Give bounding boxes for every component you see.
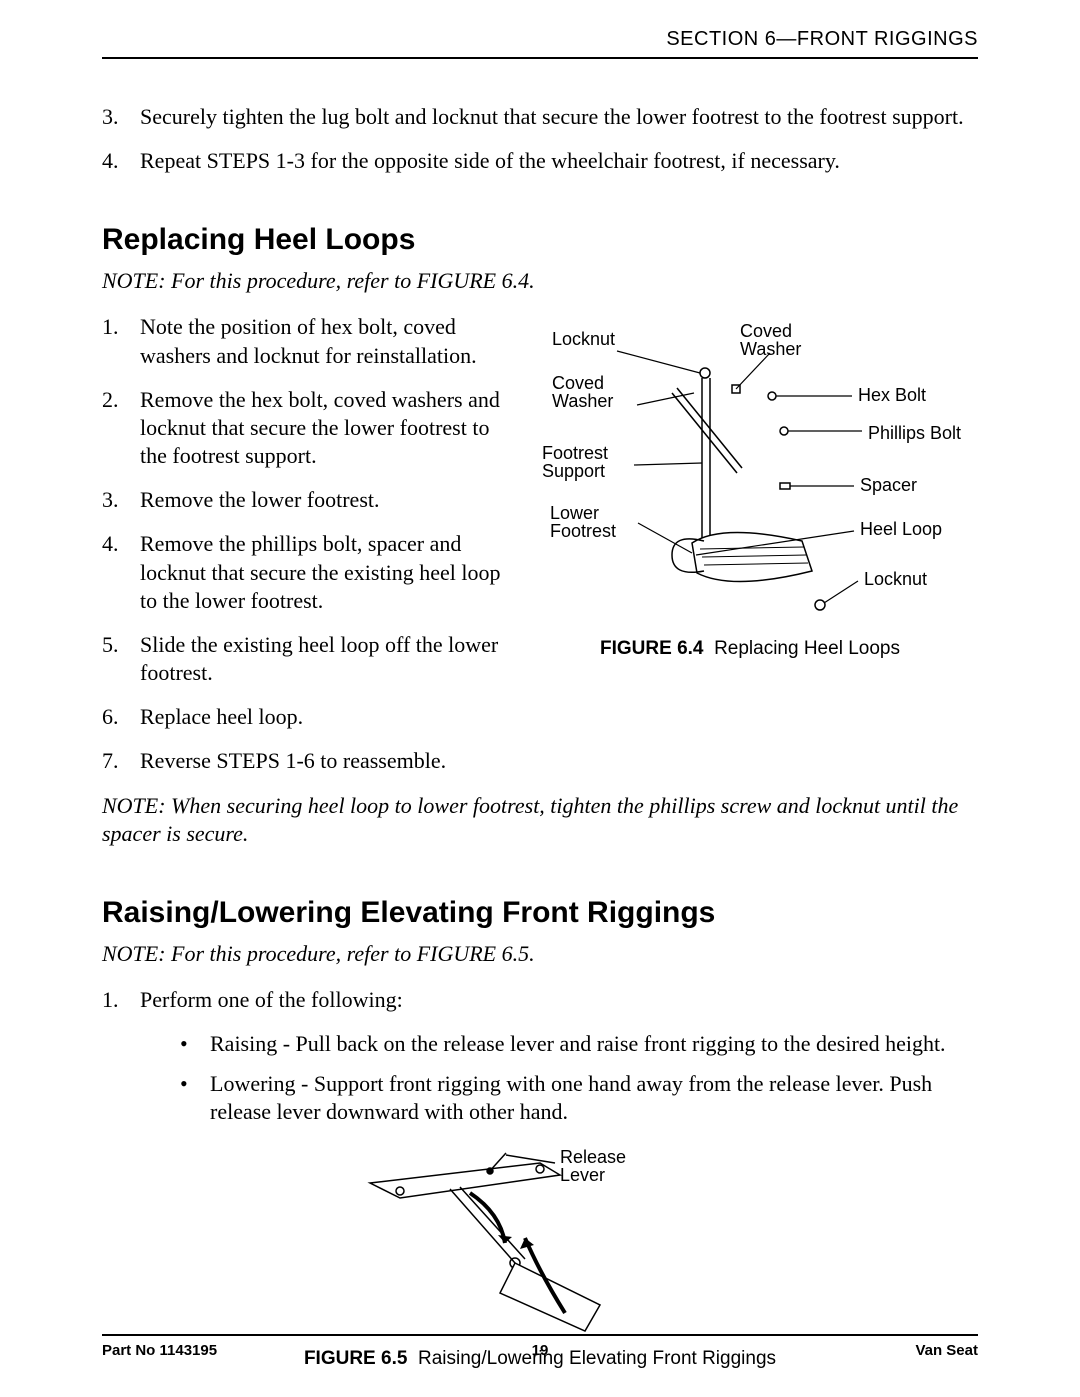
list-number: 1. [102, 986, 119, 1014]
note-fig64: NOTE: For this procedure, refer to FIGUR… [102, 267, 978, 295]
label-locknut-top: Locknut [552, 329, 615, 349]
label-spacer: Spacer [860, 475, 917, 495]
rl-bullet: Raising - Pull back on the release lever… [180, 1030, 978, 1058]
label-hex-bolt: Hex Bolt [858, 385, 926, 405]
page: SECTION 6—FRONT RIGGINGS 3.Securely tigh… [0, 0, 1080, 1397]
rl-step-1: 1. Perform one of the following: Raising… [102, 986, 978, 1127]
heel-step: 6.Replace heel loop. [102, 703, 502, 731]
fig64-num: FIGURE 6.4 [600, 638, 703, 659]
list-number: 4. [102, 530, 119, 558]
label-lower-footrest: LowerFootrest [550, 503, 616, 541]
list-number: 5. [102, 631, 119, 659]
label-locknut-bottom: Locknut [864, 569, 927, 589]
rl-bullets: Raising - Pull back on the release lever… [140, 1030, 978, 1126]
note-fig65: NOTE: For this procedure, refer to FIGUR… [102, 940, 978, 968]
intro-step: 4.Repeat STEPS 1-3 for the opposite side… [102, 147, 978, 175]
fig64-title: Replacing Heel Loops [714, 638, 900, 659]
heel-step: 3.Remove the lower footrest. [102, 486, 502, 514]
heel-steps-column: 1.Note the position of hex bolt, coved w… [102, 313, 502, 791]
label-coved-washer: CovedWasher [740, 323, 801, 359]
list-number: 3. [102, 486, 119, 514]
label-phillips-bolt: Phillips Bolt [868, 423, 961, 443]
label-heel-loop: Heel Loop [860, 519, 942, 539]
figure-6-4-caption: FIGURE 6.4 Replacing Heel Loops [522, 638, 978, 660]
label-footrest-support: FootrestSupport [542, 443, 608, 481]
list-number: 6. [102, 703, 119, 731]
heel-step: 5.Slide the existing heel loop off the l… [102, 631, 502, 687]
list-number: 4. [102, 147, 119, 175]
heel-step: 7.Reverse STEPS 1-6 to reassemble. [102, 747, 502, 775]
rl-bullet: Lowering - Support front rigging with on… [180, 1070, 978, 1126]
heel-step: 2.Remove the hex bolt, coved washers and… [102, 386, 502, 470]
heading-raising-lowering: Raising/Lowering Elevating Front Rigging… [102, 896, 978, 930]
figure-6-4-svg: Locknut CovedWasher CovedWasher Hex Bolt… [522, 323, 962, 633]
rl-lead: Perform one of the following: [140, 987, 403, 1012]
footer-page: 19 [102, 1342, 978, 1359]
heel-loop-section: 1.Note the position of hex bolt, coved w… [102, 313, 978, 791]
heading-replacing-heel-loops: Replacing Heel Loops [102, 223, 978, 257]
intro-steps: 3.Securely tighten the lug bolt and lock… [102, 103, 978, 175]
figure-6-4: Locknut CovedWasher CovedWasher Hex Bolt… [522, 313, 978, 660]
figure-6-5-svg: ReleaseLever [330, 1143, 750, 1343]
list-number: 7. [102, 747, 119, 775]
list-number: 3. [102, 103, 119, 131]
heel-step: 4.Remove the phillips bolt, spacer and l… [102, 530, 502, 614]
heel-steps: 1.Note the position of hex bolt, coved w… [102, 313, 502, 775]
note-securing: NOTE: When securing heel loop to lower f… [102, 792, 978, 848]
intro-step: 3.Securely tighten the lug bolt and lock… [102, 103, 978, 131]
label-coved-washer-l: CovedWasher [552, 373, 613, 411]
list-number: 2. [102, 386, 119, 414]
raise-lower-steps: 1. Perform one of the following: Raising… [102, 986, 978, 1127]
section-header: SECTION 6—FRONT RIGGINGS [102, 28, 978, 59]
heel-step: 1.Note the position of hex bolt, coved w… [102, 313, 502, 369]
label-release-lever: ReleaseLever [560, 1147, 626, 1185]
list-number: 1. [102, 313, 119, 341]
footer: Part No 1143195 19 Van Seat [102, 1334, 978, 1359]
